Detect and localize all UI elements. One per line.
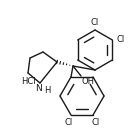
Text: H: H [44,86,50,95]
Text: Cl: Cl [92,118,100,127]
Text: Cl: Cl [65,118,73,127]
Text: Cl: Cl [116,34,125,43]
Text: N: N [36,84,42,93]
Text: HCl: HCl [21,77,35,86]
Text: Cl: Cl [91,18,99,27]
Text: OH: OH [82,77,95,86]
